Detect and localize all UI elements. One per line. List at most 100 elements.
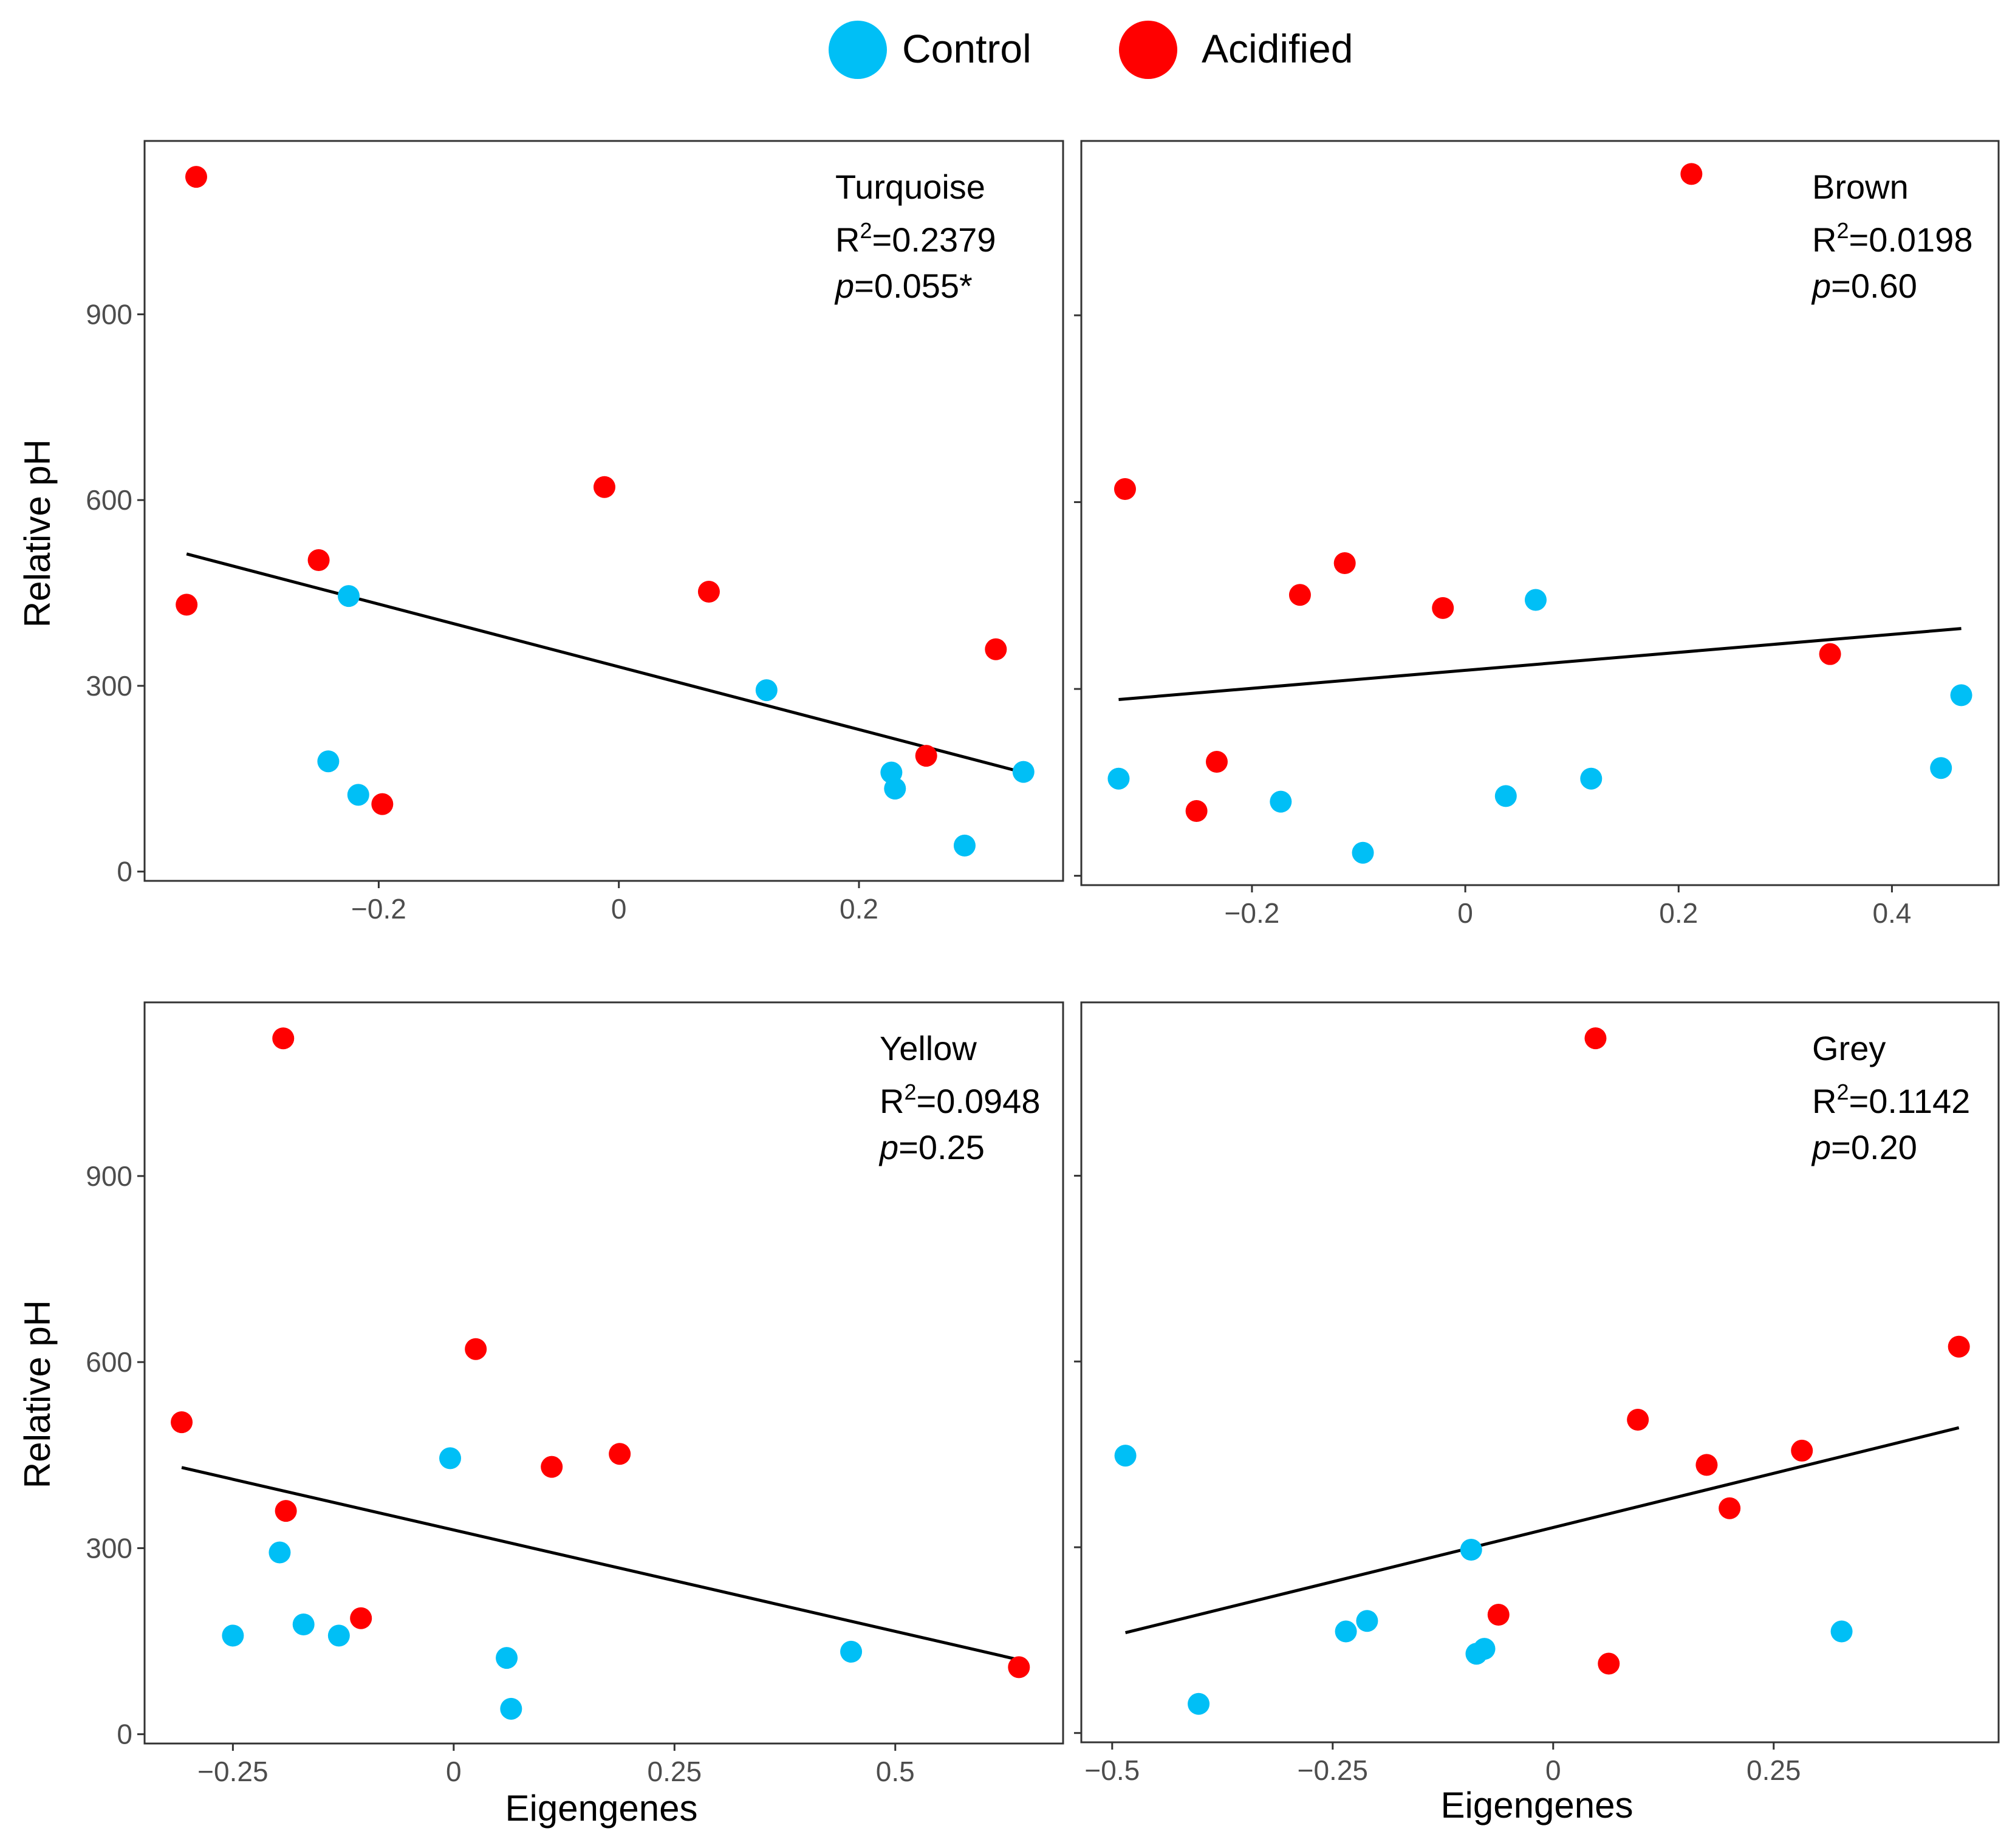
legend-acidified-label: Acidified	[1202, 26, 1353, 71]
point-acidified-yellow	[609, 1443, 631, 1465]
module-name-turquoise: Turquoise	[835, 168, 985, 206]
panel-yellow: 0 300 600 900 −0.25 0 0.25 0.5 Yellow R2=0.0948 p=…	[86, 1001, 1064, 1787]
point-acidified-brown	[1680, 163, 1703, 185]
regression-line-brown	[1118, 627, 1962, 702]
y-axis-title-bottom: Relative pH	[17, 1300, 58, 1488]
y-tick-label-turquoise: 300	[86, 670, 132, 702]
p-value-text-brown: p=0.60	[1811, 267, 1917, 305]
point-control-brown	[1352, 841, 1374, 864]
point-acidified-brown	[1333, 552, 1356, 575]
point-acidified-brown	[1205, 751, 1228, 773]
x-tick-label-grey: 0.25	[1746, 1754, 1801, 1786]
point-control-grey	[1460, 1539, 1482, 1561]
x-tick-label-yellow: −0.25	[197, 1756, 268, 1787]
plot-frame-yellow	[143, 1001, 1064, 1745]
regression-line-yellow	[181, 1466, 1019, 1661]
point-control-yellow	[840, 1640, 863, 1663]
point-control-grey	[1335, 1620, 1357, 1643]
point-acidified-yellow	[541, 1456, 563, 1478]
r2-text-brown: R2=0.0198	[1812, 218, 1972, 259]
panels: 0 300 600 900 −0.2 0 0.2 Turquoise R2=0.2379 p=0.…	[86, 140, 2000, 1787]
module-name-brown: Brown	[1812, 168, 1909, 206]
point-control-grey	[1473, 1638, 1496, 1660]
legend-control-label: Control	[902, 26, 1031, 71]
x-tick-label-yellow: 0	[446, 1756, 462, 1787]
point-control-turquoise	[317, 750, 340, 773]
point-acidified-brown	[1114, 478, 1136, 501]
point-acidified-grey	[1695, 1454, 1718, 1476]
point-control-turquoise	[338, 585, 360, 607]
regression-line-turquoise	[186, 552, 1024, 775]
point-acidified-turquoise	[371, 793, 394, 815]
x-tick-label-yellow: 0.5	[876, 1756, 915, 1787]
point-control-yellow	[500, 1697, 522, 1720]
x-tick-label-brown: 0.4	[1872, 897, 1911, 929]
panel-grey: −0.5 −0.25 0 0.25 Grey R2=0.1142 p=0.20	[1074, 1001, 2000, 1786]
point-acidified-turquoise	[697, 581, 720, 603]
x-tick-label-grey: 0	[1545, 1754, 1561, 1786]
plot-frame-grey	[1080, 1001, 2000, 1744]
point-control-grey	[1114, 1445, 1137, 1467]
x-axis-title-right: Eigengenes	[1441, 1785, 1634, 1826]
point-control-yellow	[222, 1624, 244, 1647]
point-acidified-brown	[1288, 584, 1311, 606]
point-acidified-turquoise	[176, 594, 198, 616]
point-acidified-yellow	[272, 1027, 295, 1050]
legend-control-swatch	[829, 21, 887, 79]
r2-text-turquoise: R2=0.2379	[835, 218, 996, 259]
plot-frame-turquoise	[143, 140, 1064, 882]
r2-text-grey: R2=0.1142	[1812, 1080, 1970, 1120]
plot-frame-brown	[1080, 140, 2000, 886]
point-control-brown	[1580, 767, 1603, 790]
point-control-turquoise	[755, 679, 778, 702]
point-acidified-grey	[1598, 1652, 1620, 1675]
y-tick-label-yellow: 900	[86, 1160, 132, 1192]
point-acidified-yellow	[350, 1607, 372, 1629]
point-acidified-turquoise	[593, 476, 615, 498]
p-value-text-turquoise: p=0.055*	[834, 267, 973, 305]
point-control-grey	[1188, 1692, 1210, 1715]
x-tick-label-yellow: 0.25	[648, 1756, 702, 1787]
point-control-turquoise	[347, 784, 369, 806]
x-tick-label-brown: 0	[1457, 897, 1473, 929]
point-control-brown	[1524, 589, 1547, 611]
y-tick-label-yellow: 300	[86, 1532, 132, 1564]
point-control-brown	[1107, 767, 1130, 790]
point-control-yellow	[269, 1541, 291, 1564]
legend: Control Acidified	[829, 21, 1353, 79]
point-control-turquoise	[953, 834, 976, 857]
point-acidified-grey	[1627, 1408, 1649, 1431]
point-acidified-turquoise	[185, 166, 207, 188]
y-axis-title-top: Relative pH	[17, 439, 58, 628]
regression-line-grey	[1124, 1426, 1960, 1635]
point-acidified-yellow	[465, 1338, 487, 1360]
module-name-grey: Grey	[1812, 1029, 1886, 1067]
x-tick-label-turquoise: −0.2	[351, 893, 406, 925]
panel-turquoise: 0 300 600 900 −0.2 0 0.2 Turquoise R2=0.2379 p=0.…	[86, 140, 1064, 925]
point-acidified-grey	[1487, 1604, 1510, 1626]
point-control-brown	[1930, 757, 1952, 779]
point-acidified-yellow	[1008, 1656, 1030, 1679]
point-acidified-brown	[1185, 800, 1208, 823]
point-acidified-grey	[1791, 1439, 1813, 1462]
point-control-turquoise	[1012, 761, 1035, 783]
point-acidified-grey	[1948, 1335, 1970, 1358]
point-control-yellow	[496, 1647, 518, 1669]
y-tick-label-yellow: 0	[117, 1719, 132, 1750]
p-value-text-yellow: p=0.25	[878, 1128, 985, 1166]
r2-text-yellow: R2=0.0948	[880, 1080, 1040, 1120]
point-acidified-yellow	[275, 1500, 297, 1522]
point-control-brown	[1494, 785, 1517, 807]
point-control-grey	[1830, 1620, 1853, 1643]
point-control-yellow	[439, 1447, 462, 1470]
point-control-yellow	[327, 1624, 350, 1647]
x-tick-label-turquoise: 0	[611, 893, 627, 925]
legend-acidified-swatch	[1119, 21, 1177, 79]
point-control-brown	[1270, 790, 1292, 813]
point-control-turquoise	[884, 778, 906, 800]
module-name-yellow: Yellow	[880, 1029, 977, 1067]
p-value-text-grey: p=0.20	[1811, 1128, 1917, 1166]
x-axis-title-left: Eigengenes	[505, 1788, 698, 1829]
